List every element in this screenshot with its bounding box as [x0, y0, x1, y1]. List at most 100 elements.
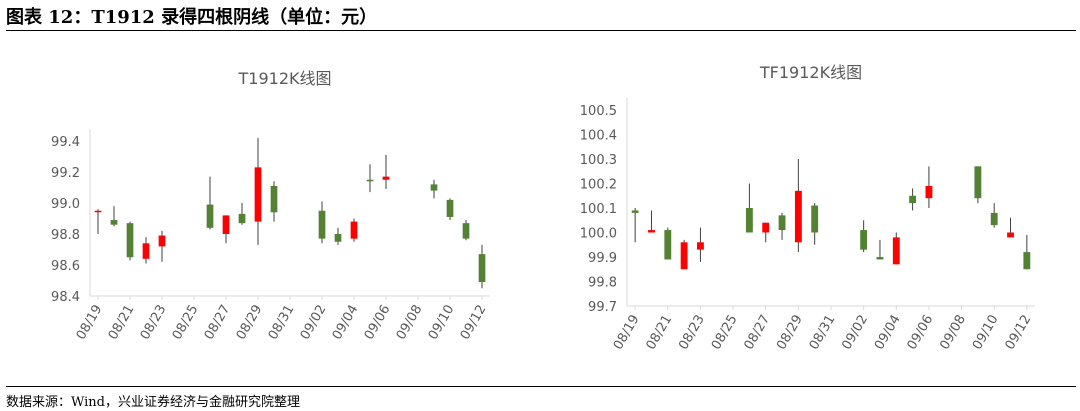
y-tick-label: 99.2 [51, 166, 80, 181]
y-tick-label: 99.4 [51, 135, 80, 150]
x-tick-label: 08/29 [234, 303, 266, 343]
candle-body [648, 230, 655, 233]
candle-08-21 [126, 221, 134, 261]
candle-body [745, 208, 753, 233]
candle-08-30 [270, 181, 278, 222]
x-tick-label: 08/27 [741, 313, 773, 353]
candle-09-04 [350, 218, 358, 242]
candle-09-05 [366, 164, 374, 193]
candle-08-29 [794, 159, 802, 253]
candle-body [270, 185, 278, 213]
candle-09-02 [860, 220, 868, 253]
tf1912-candlestick-chart: TF1912K线图 100.5 100.4 100.3 100.2 100.1 100.0 9… [580, 63, 1035, 353]
x-tick-label: 08/25 [709, 313, 741, 353]
x-tick-label: 09/10 [970, 313, 1002, 353]
candle-body [811, 205, 819, 233]
candle-body [126, 223, 134, 258]
candle-body [446, 199, 454, 217]
y-tick-label: 99.9 [588, 251, 617, 266]
candle-body [158, 235, 166, 247]
x-tick-label: 08/25 [170, 303, 202, 343]
y-tick-label: 99.0 [51, 197, 80, 212]
candle-body [794, 190, 802, 243]
candle-08-23 [158, 230, 166, 262]
x-tick-label: 09/06 [362, 303, 394, 343]
candle-body [206, 204, 214, 228]
candle-08-23 [697, 227, 704, 262]
candle-08-20 [648, 210, 655, 233]
bottom-rule [6, 386, 1076, 387]
candle-09-10 [446, 198, 454, 221]
candle-08-22 [142, 237, 150, 264]
candle-body [631, 210, 639, 213]
candle-09-05 [909, 188, 917, 211]
candle-body [1007, 232, 1014, 238]
candle-09-06 [382, 154, 390, 190]
x-tick-label: 09/12 [1003, 312, 1035, 352]
candle-body [238, 213, 246, 224]
candle-body [366, 179, 374, 182]
candle-body [350, 221, 358, 239]
candle-09-09 [974, 166, 982, 204]
y-tick-label: 100.0 [580, 227, 617, 242]
x-tick-label: 08/23 [138, 303, 170, 343]
x-tick-label: 09/06 [905, 313, 937, 353]
candle-09-03 [334, 227, 342, 245]
candle-body [222, 215, 230, 234]
candle-body [110, 220, 118, 225]
candle-08-27 [222, 215, 230, 244]
x-tick-label: 08/23 [676, 313, 708, 353]
candle-09-04 [892, 232, 900, 265]
candle-08-28 [778, 212, 786, 240]
candle-08-19 [94, 209, 102, 234]
x-tick-label: 08/19 [611, 313, 643, 353]
x-tick-label: 08/31 [266, 303, 298, 343]
candle-09-11 [1007, 217, 1014, 238]
candle-body [94, 210, 102, 213]
y-tick-label: 100.4 [580, 129, 617, 144]
candle-body [142, 243, 150, 259]
x-tick-label: 09/04 [330, 303, 362, 343]
candle-08-20 [110, 206, 118, 227]
x-tick-label: 09/10 [426, 303, 458, 343]
candle-09-12 [1023, 234, 1031, 270]
x-tick-label: 09/08 [394, 303, 426, 343]
candle-body [860, 230, 868, 250]
y-tick-label: 100.1 [580, 202, 617, 217]
chart-title: TF1912K线图 [759, 63, 862, 82]
candle-08-30 [811, 203, 819, 245]
candle-08-21 [664, 227, 672, 260]
x-tick-label: 09/08 [937, 313, 969, 353]
candle-09-11 [462, 220, 470, 241]
candle-body [778, 215, 786, 231]
candle-09-09 [430, 179, 438, 199]
x-tick-label: 08/31 [807, 313, 839, 353]
y-tick-label: 98.4 [51, 290, 80, 305]
candle-body [974, 166, 982, 199]
x-tick-label: 08/27 [202, 303, 234, 343]
y-tick-label: 100.5 [580, 104, 617, 119]
candle-body [697, 242, 704, 250]
candle-09-03 [876, 239, 884, 260]
candle-body [318, 210, 326, 239]
x-tick-label: 08/21 [106, 303, 138, 343]
candle-body [462, 223, 470, 239]
candle-body [430, 184, 438, 191]
candle-08-26 [745, 183, 753, 233]
candle-09-06 [925, 166, 933, 208]
x-tick-label: 09/04 [872, 313, 904, 353]
candle-body [909, 195, 917, 204]
y-tick-label: 99.7 [588, 300, 617, 315]
candle-body [1023, 252, 1031, 270]
y-tick-label: 98.8 [51, 228, 80, 243]
y-tick-label: 100.2 [580, 178, 617, 193]
candle-08-19 [631, 208, 639, 243]
candle-09-10 [990, 203, 998, 228]
top-rule [6, 30, 1076, 31]
candle-body [876, 257, 884, 260]
candle-09-12 [478, 244, 486, 289]
candle-08-29 [254, 137, 262, 245]
source-note: 数据来源：Wind，兴业证券经济与金融研究院整理 [6, 395, 300, 410]
candle-body [478, 254, 486, 283]
